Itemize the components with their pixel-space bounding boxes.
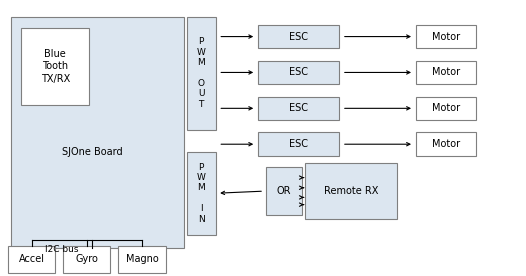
Text: SJOne Board: SJOne Board [62, 147, 123, 157]
Bar [258, 25, 339, 48]
Bar [258, 61, 339, 84]
Bar [266, 167, 302, 215]
Bar [187, 152, 216, 235]
Text: Blue
Tooth
TX/RX: Blue Tooth TX/RX [41, 49, 70, 84]
Text: I2C bus: I2C bus [45, 245, 78, 254]
Bar [8, 246, 55, 273]
Text: ESC: ESC [289, 67, 308, 78]
Bar [416, 97, 476, 120]
Bar [258, 132, 339, 156]
Bar [11, 17, 184, 248]
Text: OR: OR [277, 186, 291, 196]
Bar [416, 132, 476, 156]
Text: Gyro: Gyro [75, 254, 98, 264]
Bar [416, 61, 476, 84]
Text: Motor: Motor [432, 67, 460, 78]
Text: P
W
M

I
N: P W M I N [197, 163, 206, 224]
Text: P
W
M

O
U
T: P W M O U T [197, 38, 206, 109]
Text: Motor: Motor [432, 31, 460, 42]
Text: Accel: Accel [18, 254, 45, 264]
Bar [187, 17, 216, 130]
Text: ESC: ESC [289, 103, 308, 113]
Bar [416, 25, 476, 48]
Text: Motor: Motor [432, 103, 460, 113]
Text: Remote RX: Remote RX [324, 186, 378, 196]
Bar [21, 28, 89, 105]
Bar [118, 246, 166, 273]
Bar [63, 246, 110, 273]
Text: ESC: ESC [289, 139, 308, 149]
Bar [305, 163, 397, 219]
Text: Motor: Motor [432, 139, 460, 149]
Text: ESC: ESC [289, 31, 308, 42]
Text: Magno: Magno [126, 254, 158, 264]
Bar [258, 97, 339, 120]
